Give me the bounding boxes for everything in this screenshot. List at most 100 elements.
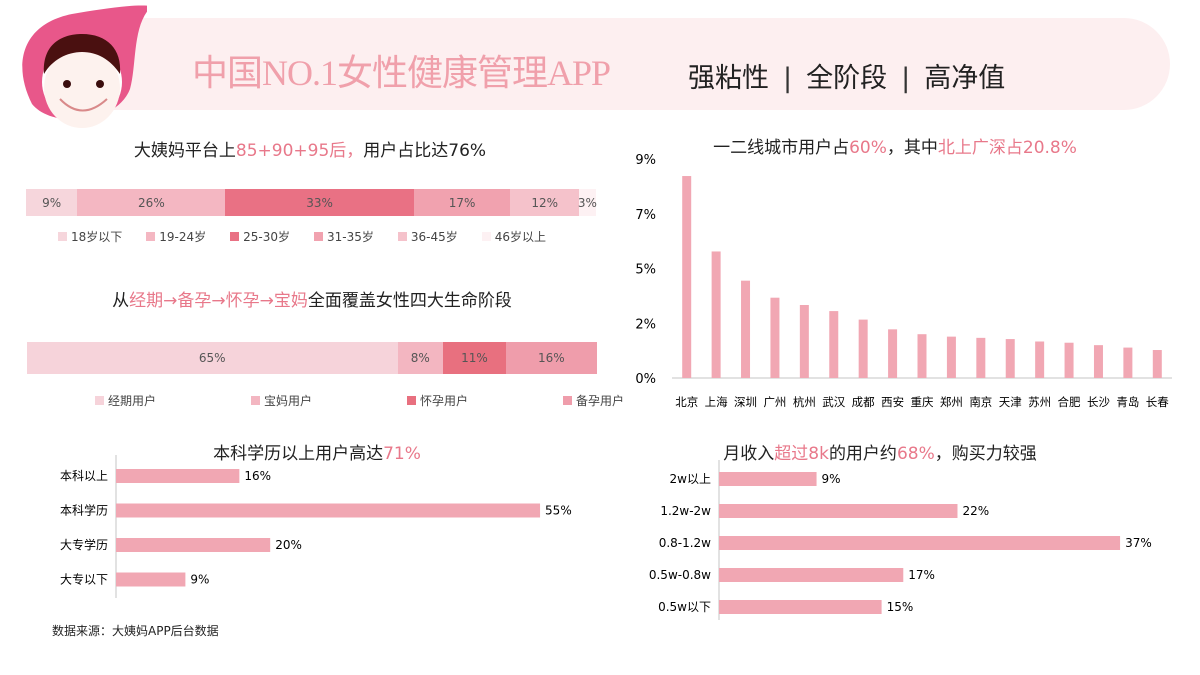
- x-tick-label: 合肥: [1058, 395, 1081, 409]
- logo-girl-face-icon: [22, 5, 147, 128]
- age-stacked-bar: 9% 26% 33% 17% 12% 3%: [26, 189, 597, 216]
- data-label: 9%: [822, 472, 841, 486]
- legend-label: 备孕用户: [576, 394, 625, 408]
- segment-19-24岁: 26%: [77, 189, 226, 216]
- title-text: 的用户约: [828, 444, 897, 464]
- legend-item: 经期用户: [95, 392, 156, 409]
- legend-swatch: [407, 396, 417, 405]
- city-chart-title: 一二线城市用户占60%，其中北上广深占20.8%: [713, 133, 1077, 158]
- legend-swatch: [251, 396, 261, 405]
- bar-重庆: [917, 334, 927, 378]
- bar-0.8-1.2w: [719, 536, 1121, 550]
- legend-swatch: [314, 232, 324, 241]
- separator: |: [901, 63, 911, 94]
- legend-label: 46岁以上: [494, 230, 547, 244]
- segment-31-35岁: 17%: [413, 189, 511, 216]
- x-tick-label: 长沙: [1087, 395, 1110, 409]
- y-tick-label: 5%: [635, 263, 656, 278]
- life-stage-stacked-bar: 65% 8% 11% 16%: [27, 342, 597, 374]
- category-label: 2w以上: [670, 472, 711, 486]
- legend-swatch: [95, 396, 104, 405]
- bar-武汉: [829, 311, 839, 378]
- city-bar-chart: 0% 2% 5% 7% 9% 北京 上海 深圳 广州 杭州 武汉 成都 西安 重庆 郑州 南京 天津 苏州 合肥 长沙…: [635, 153, 1172, 409]
- bar-苏州: [1035, 341, 1045, 378]
- segment-经期用户: 65%: [27, 342, 398, 374]
- x-tick-label: 青岛: [1116, 395, 1139, 409]
- bar-本科学历: [116, 503, 541, 518]
- title-highlight: 超过8k: [774, 444, 829, 464]
- bar-0.5w以下: [719, 600, 882, 614]
- life-stage-chart-title: 从经期→备孕→怀孕→宝妈全面覆盖女性四大生命阶段: [112, 286, 512, 311]
- title-text: 从: [112, 291, 130, 311]
- category-label: 0.5w-0.8w: [649, 568, 711, 582]
- bar-长沙: [1093, 345, 1103, 378]
- x-tick-label: 上海: [705, 395, 728, 409]
- legend-swatch: [481, 232, 491, 241]
- legend-label: 36-45岁: [410, 230, 458, 244]
- bar-0.5w-0.8w: [719, 568, 904, 582]
- legend-item: 31-35岁: [314, 228, 374, 245]
- category-label: 本科学历: [60, 503, 108, 518]
- x-tick-label: 苏州: [1028, 395, 1051, 409]
- category-label: 0.5w以下: [658, 600, 711, 614]
- separator: |: [783, 63, 793, 94]
- bar-本科以上: [116, 469, 240, 483]
- segment-18岁以下: 9%: [26, 189, 78, 216]
- age-chart-title: 大姨妈平台上85+90+95后，用户占比达76%: [134, 136, 486, 161]
- header-tags: 强粘性 | 全阶段 | 高净值: [688, 56, 1005, 95]
- education-chart-title: 本科学历以上用户高达71%: [213, 439, 421, 464]
- bar-1.2w-2w: [719, 504, 958, 518]
- legend-item: 36-45岁: [397, 228, 458, 245]
- y-tick-label: 7%: [635, 208, 656, 223]
- data-label: 55%: [545, 504, 572, 518]
- title-text: 大姨妈平台上: [133, 141, 236, 161]
- legend-label: 宝妈用户: [264, 394, 313, 408]
- legend-swatch: [58, 232, 67, 241]
- title-highlight: 经期→备孕→怀孕→宝妈: [129, 291, 308, 311]
- title-text: 本科学历以上用户高达: [213, 444, 384, 464]
- bar-大专以下: [116, 572, 186, 587]
- title-text: ，其中: [886, 138, 938, 158]
- segment-25-30岁: 33%: [225, 189, 414, 216]
- category-label: 大专以下: [60, 572, 108, 587]
- y-tick-label: 0%: [635, 372, 656, 387]
- x-tick-label: 重庆: [911, 395, 934, 409]
- legend-item: 怀孕用户: [407, 392, 468, 409]
- bar-天津: [1005, 339, 1015, 378]
- life-stage-legend: 经期用户 宝妈用户 怀孕用户 备孕用户: [95, 392, 624, 409]
- age-legend: 18岁以下 19-24岁 25-30岁 31-35岁 36-45岁 46岁以上: [58, 228, 546, 245]
- x-tick-label: 天津: [999, 395, 1022, 409]
- header-title: 中国NO.1女性健康管理APP: [192, 53, 611, 93]
- bar-上海: [711, 251, 721, 378]
- legend-item: 备孕用户: [563, 392, 624, 409]
- title-highlight: 北上广深占20.8%: [937, 138, 1077, 158]
- legend-label: 18岁以下: [71, 230, 123, 244]
- bar-郑州: [946, 336, 956, 378]
- legend-label: 怀孕用户: [420, 394, 469, 408]
- x-tick-label: 北京: [675, 395, 698, 409]
- legend-label: 19-24岁: [159, 230, 207, 244]
- bar-大专学历: [116, 538, 271, 552]
- segment-备孕用户: 16%: [505, 342, 597, 374]
- category-label: 本科以上: [60, 469, 108, 483]
- title-text: 一二线城市用户占: [713, 138, 850, 158]
- legend-label: 25-30岁: [243, 230, 291, 244]
- bar-成都: [858, 319, 868, 378]
- x-tick-label: 广州: [763, 395, 786, 409]
- category-label: 1.2w-2w: [660, 504, 711, 518]
- header-banner: [60, 18, 1170, 110]
- segment-36-45岁: 12%: [510, 189, 579, 216]
- income-bar-chart: 2w以上 9% 1.2w-2w 22% 0.8-1.2w 37% 0.5w-0.8w 17% 0…: [649, 460, 1152, 620]
- legend-swatch: [230, 232, 240, 241]
- legend-label: 31-35岁: [327, 230, 374, 244]
- x-tick-label: 郑州: [940, 395, 963, 409]
- x-tick-label: 长春: [1146, 395, 1169, 409]
- bar-南京: [976, 337, 986, 378]
- legend-item: 宝妈用户: [251, 392, 312, 409]
- segment-怀孕用户: 11%: [443, 342, 506, 374]
- segment-46岁以上: 3%: [578, 189, 597, 216]
- bar-2w以上: [719, 472, 817, 486]
- segment-宝妈用户: 8%: [397, 342, 444, 374]
- title-text: 全面覆盖女性四大生命阶段: [307, 291, 512, 311]
